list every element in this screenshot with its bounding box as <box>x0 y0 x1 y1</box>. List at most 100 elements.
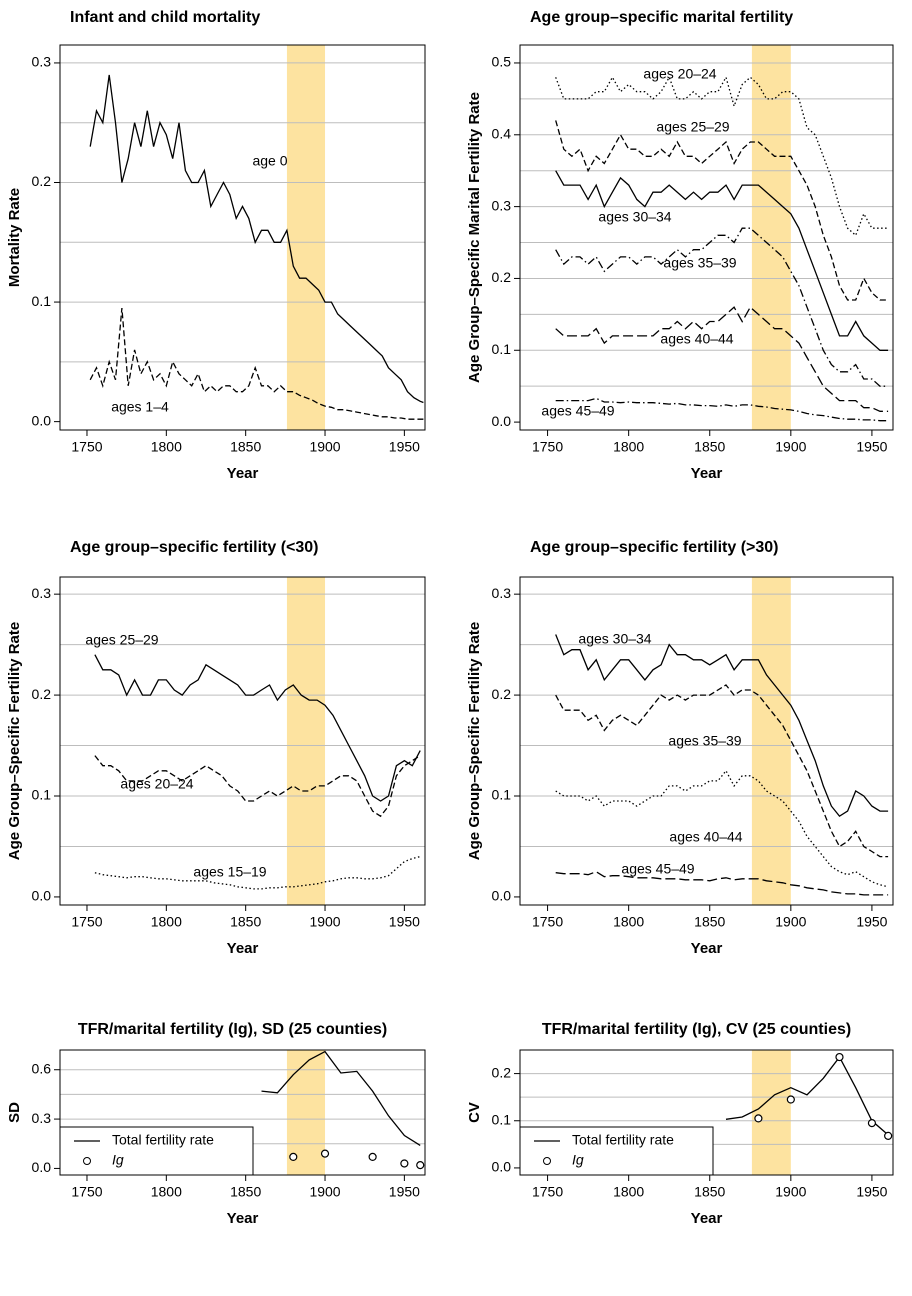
series-line <box>555 306 889 412</box>
x-axis-label: Year <box>691 940 723 957</box>
legend-box <box>519 1126 714 1176</box>
series-line <box>725 1055 889 1136</box>
panel <box>520 577 893 905</box>
chart-title: Age group–specific fertility (>30) <box>530 539 779 556</box>
highlight-band <box>751 1050 791 1175</box>
x-tick-label: 1900 <box>775 439 806 455</box>
x-axis-label: Year <box>227 1210 259 1227</box>
y-tick-label: 0.3 <box>32 1110 52 1126</box>
series-line <box>555 634 889 818</box>
x-tick-label: 1900 <box>309 1184 340 1200</box>
series-line <box>555 227 889 387</box>
plot-frame <box>59 576 426 906</box>
x-tick-label: 1750 <box>71 914 102 930</box>
series-label: ages 30–34 <box>578 631 651 647</box>
y-tick-label: 0.1 <box>32 787 52 803</box>
highlight-band <box>751 45 791 430</box>
y-axis-label: Age Group–Specific Fertility Rate <box>6 622 23 860</box>
series-line <box>94 855 421 890</box>
x-tick-label: 1900 <box>775 1184 806 1200</box>
x-tick-label: 1750 <box>532 914 563 930</box>
series-label: ages 30–34 <box>598 209 671 225</box>
y-tick-label: 0.2 <box>492 686 512 702</box>
highlight-band <box>286 577 326 905</box>
panel <box>60 577 425 905</box>
x-tick-label: 1800 <box>151 1184 182 1200</box>
series-line <box>555 170 889 351</box>
x-tick-label: 1900 <box>309 439 340 455</box>
x-tick-label: 1850 <box>694 439 725 455</box>
chart-title: Infant and child mortality <box>70 9 260 26</box>
series-label: ages 15–19 <box>193 864 266 880</box>
point <box>289 1152 298 1162</box>
y-axis-label: SD <box>6 1102 23 1123</box>
x-tick-label: 1850 <box>230 1184 261 1200</box>
legend-label: Total fertility rate <box>572 1132 674 1148</box>
x-tick-label: 1950 <box>389 439 420 455</box>
plot-frame <box>519 44 894 431</box>
series-label: ages 20–24 <box>120 776 193 792</box>
x-tick-label: 1750 <box>71 1184 102 1200</box>
point <box>400 1159 409 1168</box>
highlight-band <box>751 577 791 905</box>
y-tick-label: 0.0 <box>492 1159 512 1175</box>
x-tick-label: 1750 <box>532 439 563 455</box>
x-axis-label: Year <box>691 1210 723 1227</box>
y-tick-label: 0.0 <box>32 1159 52 1175</box>
y-tick-label: 0.6 <box>32 1060 52 1076</box>
series-label: ages 35–39 <box>663 255 736 271</box>
x-tick-label: 1800 <box>613 914 644 930</box>
series-line <box>94 755 421 818</box>
y-tick-label: 0.3 <box>32 585 52 601</box>
y-tick-label: 0.2 <box>492 269 512 285</box>
series-label: ages 25–29 <box>656 119 729 135</box>
chart-title: TFR/marital fertility (Ig), CV (25 count… <box>542 1021 851 1038</box>
x-tick-label: 1800 <box>613 439 644 455</box>
y-tick-label: 0.0 <box>492 888 512 904</box>
panel <box>520 45 893 430</box>
series-label: ages 45–49 <box>621 861 694 877</box>
y-tick-label: 0.1 <box>32 293 52 309</box>
series-line <box>89 307 424 420</box>
point <box>835 1052 844 1062</box>
y-tick-label: 0.0 <box>32 888 52 904</box>
x-tick-label: 1850 <box>230 914 261 930</box>
x-axis-label: Year <box>691 465 723 482</box>
y-tick-label: 0.0 <box>492 413 512 429</box>
x-tick-label: 1850 <box>694 914 725 930</box>
y-tick-label: 0.3 <box>492 197 512 213</box>
y-axis-label: Age Group–Specific Marital Fertility Rat… <box>466 92 483 383</box>
legend-label: Ig <box>112 1152 124 1168</box>
y-tick-label: 0.2 <box>32 686 52 702</box>
y-tick-label: 0.0 <box>32 412 52 428</box>
x-tick-label: 1850 <box>694 1184 725 1200</box>
x-tick-label: 1950 <box>389 914 420 930</box>
legend-box <box>59 1126 254 1176</box>
y-axis-label: Mortality Rate <box>6 188 23 287</box>
y-tick-label: 0.1 <box>492 341 512 357</box>
x-tick-label: 1750 <box>532 1184 563 1200</box>
chart-title: Age group–specific marital fertility <box>530 9 793 26</box>
point <box>416 1161 425 1170</box>
y-tick-label: 0.5 <box>492 54 512 70</box>
legend-swatch <box>543 1157 551 1165</box>
x-tick-label: 1800 <box>151 914 182 930</box>
series-line <box>89 74 424 404</box>
x-tick-label: 1950 <box>389 1184 420 1200</box>
y-axis-label: Age Group–Specific Fertility Rate <box>466 622 483 860</box>
x-tick-label: 1850 <box>230 439 261 455</box>
series-label: ages 25–29 <box>85 632 158 648</box>
legend-label: Total fertility rate <box>112 1132 214 1148</box>
x-tick-label: 1950 <box>856 914 887 930</box>
y-axis-label: CV <box>466 1102 483 1123</box>
x-tick-label: 1900 <box>775 914 806 930</box>
y-tick-label: 0.1 <box>492 1111 512 1127</box>
x-axis-label: Year <box>227 465 259 482</box>
chart-title: Age group–specific fertility (<30) <box>70 539 319 556</box>
chart-title: TFR/marital fertility (Ig), SD (25 count… <box>78 1021 387 1038</box>
series-line <box>94 654 421 802</box>
series-label: ages 45–49 <box>541 403 614 419</box>
plot-frame <box>59 44 426 431</box>
